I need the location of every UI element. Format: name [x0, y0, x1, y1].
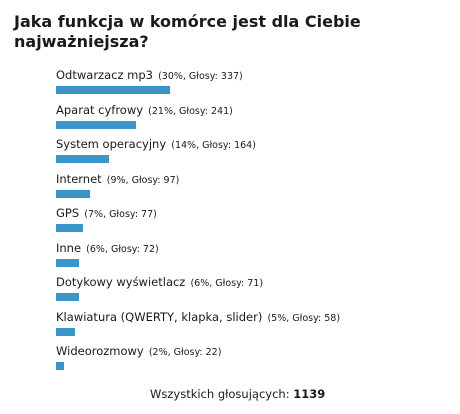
poll-option-name: Internet: [56, 171, 102, 186]
poll-option-name: Odtwarzacz mp3: [56, 68, 153, 82]
poll-option-stats: (21%, Głosy: 241): [148, 105, 233, 117]
poll-option-bar: [56, 258, 79, 267]
poll-option-label: System operacyjny (14%, Głosy: 164): [56, 135, 256, 154]
poll-option-label: GPS (7%, Głosy: 77): [56, 204, 157, 223]
poll-option-label: Odtwarzacz mp3 (30%, Głosy: 337): [56, 66, 243, 85]
poll-option-name: Klawiatura (QWERTY, klapka, slider): [56, 309, 263, 324]
poll-option-label: Wideorozmowy (2%, Głosy: 22): [56, 342, 221, 361]
poll-question: Jaka funkcja w komórce jest dla Ciebie n…: [14, 12, 361, 51]
total-label: Wszystkich głosujących:: [150, 387, 290, 401]
poll-option-stats: (6%, Głosy: 72): [86, 243, 159, 255]
poll-option-bar: [56, 155, 109, 163]
poll-option-name: Dotykowy wyświetlacz: [56, 275, 186, 289]
poll-option-stats: (5%, Głosy: 58): [267, 312, 341, 324]
poll-option: Aparat cyfrowy (21%, Głosy: 241): [56, 101, 451, 137]
poll-option-label: Klawiatura (QWERTY, klapka, slider) (5%,…: [56, 308, 340, 327]
poll-option-name: Inne: [56, 240, 82, 255]
poll-option-bar: [56, 120, 136, 129]
poll-option: System operacyjny (14%, Głosy: 164): [56, 135, 451, 171]
poll-option-bar: [56, 362, 64, 370]
poll-option-bar: [56, 224, 83, 232]
poll-option: Wideorozmowy (2%, Głosy: 22): [56, 342, 451, 378]
poll-option-bar: [56, 86, 170, 94]
poll-option-name: Wideorozmowy: [56, 344, 144, 358]
poll-option: Dotykowy wyświetlacz (6%, Głosy: 71): [56, 273, 451, 309]
poll-option-name: GPS: [56, 206, 80, 220]
poll-option-bar: [56, 293, 79, 301]
poll-option-stats: (14%, Głosy: 164): [171, 140, 256, 151]
poll-option-stats: (30%, Głosy: 337): [158, 71, 243, 82]
poll-option-stats: (7%, Głosy: 77): [84, 209, 157, 220]
poll-option: Inne (6%, Głosy: 72): [56, 239, 451, 275]
poll-option-bar: [56, 327, 75, 336]
poll-option: Klawiatura (QWERTY, klapka, slider) (5%,…: [56, 308, 451, 344]
poll-option-label: Internet (9%, Głosy: 97): [56, 170, 179, 189]
poll-option-stats: (6%, Głosy: 71): [190, 278, 264, 289]
poll-option-label: Dotykowy wyświetlacz (6%, Głosy: 71): [56, 273, 263, 292]
poll-option-name: System operacyjny: [56, 137, 167, 151]
poll-option-label: Inne (6%, Głosy: 72): [56, 239, 159, 258]
poll-option: GPS (7%, Głosy: 77): [56, 204, 451, 240]
poll-total: Wszystkich głosujących: 1139: [150, 386, 325, 402]
poll-option: Internet (9%, Głosy: 97): [56, 170, 451, 206]
total-votes: 1139: [293, 387, 326, 401]
poll-option-label: Aparat cyfrowy (21%, Głosy: 241): [56, 101, 233, 120]
poll-option-stats: (2%, Głosy: 22): [148, 347, 222, 358]
poll-option-name: Aparat cyfrowy: [56, 102, 144, 117]
poll-option-bar: [56, 189, 90, 198]
poll-option-stats: (9%, Głosy: 97): [106, 174, 180, 186]
poll-option: Odtwarzacz mp3 (30%, Głosy: 337): [56, 66, 451, 102]
